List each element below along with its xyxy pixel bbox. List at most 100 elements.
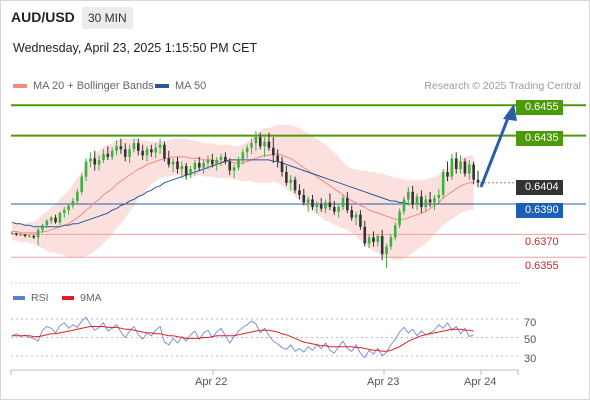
- candle-body: [10, 232, 14, 234]
- candle-body: [202, 162, 205, 168]
- candle-body: [132, 143, 136, 150]
- legend-rsi: RSI: [13, 292, 49, 304]
- candle-body: [171, 161, 175, 165]
- candle-body: [420, 196, 423, 208]
- candle-body: [145, 149, 149, 156]
- candle-body: [263, 141, 266, 147]
- legend-ma20: MA 20 + Bollinger Bands: [13, 80, 154, 92]
- candle-body: [206, 159, 210, 163]
- rsi-tick-30: 30: [524, 353, 537, 365]
- candle-body: [328, 202, 332, 208]
- candle-body: [402, 199, 406, 212]
- candle-body: [23, 234, 27, 236]
- candle-body: [315, 204, 319, 208]
- candle-body: [67, 205, 70, 211]
- rsi-ma-swatch: [62, 296, 74, 300]
- candle-body: [237, 159, 240, 168]
- candle-body: [119, 146, 123, 150]
- level-r2-label: 0.6455: [516, 100, 563, 115]
- candle-body: [97, 159, 101, 165]
- candle-body: [163, 144, 166, 159]
- candle-body: [102, 153, 105, 160]
- candle-body: [454, 158, 458, 170]
- candle-body: [306, 199, 310, 203]
- candle-body: [241, 152, 245, 160]
- candle-body: [36, 229, 40, 238]
- rsi-tick-70: 70: [524, 317, 537, 329]
- timeframe-badge[interactable]: 30 MIN: [82, 7, 133, 29]
- level-r1-label: 0.6435: [516, 131, 563, 146]
- candle-body: [58, 213, 62, 223]
- candle-body: [298, 190, 301, 195]
- last-price-label: 0.6404: [516, 180, 563, 195]
- candle-body: [211, 159, 214, 165]
- forecast-arrow: [479, 117, 510, 188]
- candle-body: [276, 155, 279, 162]
- candle-body: [476, 179, 480, 183]
- candle-body: [302, 194, 306, 203]
- candle-body: [337, 207, 340, 212]
- candle-body: [245, 147, 249, 153]
- candle-body: [106, 153, 110, 157]
- symbol-title: AUD/USD: [11, 9, 75, 25]
- candle-body: [350, 210, 354, 218]
- ma50-swatch: [155, 84, 169, 88]
- candle-body: [76, 191, 79, 201]
- candle-body: [437, 194, 441, 198]
- ma50-label: MA 50: [175, 80, 207, 92]
- candle-body: [446, 172, 449, 177]
- candle-body: [367, 237, 371, 244]
- bollinger-band: [12, 125, 474, 261]
- candle-body: [459, 161, 462, 170]
- candle-body: [424, 199, 428, 208]
- candle-body: [385, 246, 388, 255]
- candle-body: [45, 220, 49, 226]
- candle-body: [441, 172, 445, 195]
- candle-body: [359, 214, 362, 227]
- candle-body: [272, 147, 275, 156]
- candle-body: [136, 143, 140, 151]
- candle-body: [280, 161, 284, 173]
- rsi-tick-50: 50: [524, 334, 537, 346]
- candle-body: [15, 232, 18, 235]
- candle-body: [193, 162, 197, 170]
- candle-body: [376, 235, 380, 242]
- candle-body: [467, 164, 471, 174]
- candle-body: [332, 207, 336, 212]
- candle-body: [62, 210, 66, 214]
- candle-body: [80, 176, 83, 192]
- candle-body: [19, 234, 23, 236]
- rsi-swatch: [13, 296, 25, 300]
- rsi-line: [11, 316, 474, 359]
- candle-body: [84, 161, 88, 177]
- candle-body: [346, 197, 349, 211]
- candle-body: [407, 191, 410, 200]
- candle-body: [319, 204, 323, 209]
- candle-body: [115, 146, 118, 151]
- rsi-ma-line: [12, 326, 474, 352]
- candle-body: [41, 225, 44, 230]
- candle-body: [215, 159, 218, 165]
- candle-body: [311, 199, 314, 208]
- candle-body: [219, 156, 223, 160]
- candle-body: [32, 235, 36, 238]
- candle-body: [267, 141, 271, 148]
- candle-body: [150, 149, 153, 153]
- candle-body: [154, 147, 158, 153]
- candle-body: [433, 197, 436, 203]
- candle-body: [289, 179, 293, 183]
- x-label-apr22: Apr 22: [195, 376, 228, 388]
- candle-body: [428, 199, 432, 203]
- candle-body: [380, 235, 384, 255]
- candle-body: [411, 191, 414, 204]
- candle-body: [258, 137, 262, 147]
- candle-body: [228, 161, 232, 171]
- candle-body: [123, 149, 127, 157]
- candle-body: [398, 211, 401, 226]
- level-s1-label: 0.6370: [525, 236, 559, 248]
- legend-rsi-ma: 9MA: [62, 292, 102, 304]
- candle-body: [89, 158, 92, 162]
- candle-body: [71, 200, 75, 206]
- candle-body: [49, 217, 53, 221]
